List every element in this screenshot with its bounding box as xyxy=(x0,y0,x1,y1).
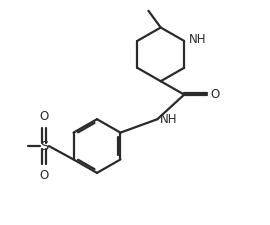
Text: NH: NH xyxy=(160,113,178,126)
Text: O: O xyxy=(40,110,49,123)
Text: O: O xyxy=(40,169,49,182)
Text: O: O xyxy=(210,88,219,101)
Text: NH: NH xyxy=(189,33,207,46)
Text: S: S xyxy=(40,140,49,153)
